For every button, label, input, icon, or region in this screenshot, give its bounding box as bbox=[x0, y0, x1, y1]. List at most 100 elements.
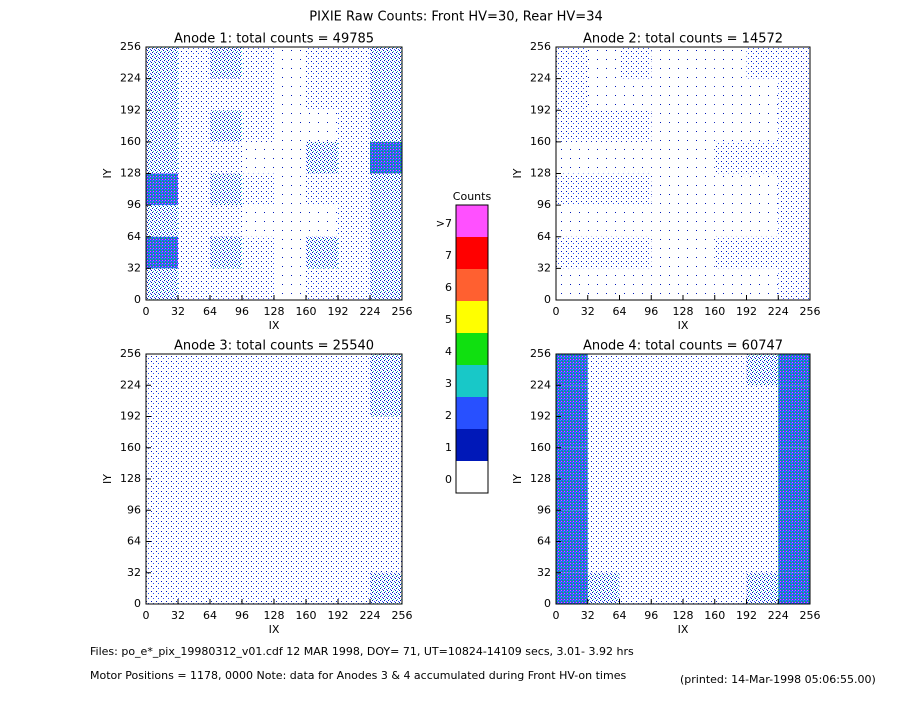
y-axis-label: IY bbox=[101, 168, 114, 178]
heat-cell bbox=[274, 354, 306, 386]
heat-cell bbox=[370, 205, 402, 237]
heat-cell bbox=[242, 268, 274, 300]
heat-cell bbox=[178, 479, 210, 511]
heat-cell bbox=[556, 447, 588, 479]
heat-cell bbox=[683, 110, 715, 142]
heat-cell bbox=[370, 416, 402, 448]
heat-cell bbox=[651, 447, 683, 479]
x-tick-label: 128 bbox=[264, 609, 285, 622]
y-axis-label: IY bbox=[101, 474, 114, 484]
heat-cell bbox=[306, 416, 338, 448]
heat-cell bbox=[370, 447, 402, 479]
y-tick-label: 224 bbox=[530, 72, 551, 85]
y-tick-label: 160 bbox=[120, 135, 141, 148]
heat-cell bbox=[178, 47, 210, 79]
heat-cell bbox=[146, 173, 178, 206]
heat-cell bbox=[146, 110, 178, 142]
heat-cell bbox=[619, 510, 652, 542]
y-tick-label: 224 bbox=[120, 378, 141, 391]
heat-cell bbox=[274, 541, 306, 573]
footer-files: Files: po_e*_pix_19980312_v01.cdf 12 MAR… bbox=[90, 645, 634, 658]
heat-cell bbox=[178, 78, 210, 111]
y-tick-label: 192 bbox=[120, 103, 141, 116]
heat-cell bbox=[619, 541, 652, 573]
heat-cell bbox=[210, 354, 242, 386]
heat-cell bbox=[556, 510, 588, 542]
heat-cell bbox=[338, 173, 370, 206]
heat-cell bbox=[587, 78, 620, 111]
heat-cell bbox=[714, 205, 747, 237]
y-tick-label: 256 bbox=[530, 347, 551, 360]
heat-cell bbox=[242, 110, 274, 142]
heat-cell bbox=[178, 141, 210, 174]
heat-cell bbox=[210, 205, 242, 237]
colorbar-label: >7 bbox=[436, 217, 452, 230]
heat-cell bbox=[556, 479, 588, 511]
heat-cell bbox=[146, 354, 178, 386]
heat-cell bbox=[587, 572, 620, 604]
heat-cell bbox=[587, 47, 620, 79]
x-tick-label: 32 bbox=[171, 305, 185, 318]
y-axis-label: IY bbox=[511, 474, 524, 484]
heat-cell bbox=[274, 141, 306, 174]
heat-cell bbox=[306, 141, 338, 174]
heat-cell bbox=[683, 173, 715, 206]
y-tick-label: 32 bbox=[537, 261, 551, 274]
heat-cell bbox=[556, 268, 588, 300]
x-tick-label: 64 bbox=[203, 609, 217, 622]
heat-cell bbox=[146, 268, 178, 300]
heat-cell bbox=[746, 268, 779, 300]
heat-cell bbox=[178, 354, 210, 386]
heat-cell bbox=[746, 572, 779, 604]
heat-cell bbox=[242, 173, 274, 206]
heat-cell bbox=[556, 110, 588, 142]
heat-cell bbox=[619, 479, 652, 511]
heat-cell bbox=[651, 510, 683, 542]
x-tick-label: 160 bbox=[296, 609, 317, 622]
heat-cell bbox=[651, 385, 683, 417]
x-tick-label: 160 bbox=[704, 609, 725, 622]
heat-cell bbox=[210, 141, 242, 174]
x-tick-label: 256 bbox=[392, 305, 413, 318]
heat-cell bbox=[556, 354, 588, 386]
heat-cell bbox=[178, 385, 210, 417]
heat-cell bbox=[778, 173, 810, 206]
heat-cell bbox=[274, 385, 306, 417]
heat-cell bbox=[778, 572, 810, 604]
heat-cell bbox=[146, 236, 178, 269]
heat-cell bbox=[714, 385, 747, 417]
heat-cell bbox=[587, 447, 620, 479]
y-tick-label: 160 bbox=[530, 441, 551, 454]
heat-cell bbox=[619, 205, 652, 237]
x-tick-label: 32 bbox=[581, 609, 595, 622]
x-tick-label: 192 bbox=[328, 609, 349, 622]
heat-cell bbox=[210, 47, 242, 79]
heat-cell bbox=[370, 385, 402, 417]
heat-cell bbox=[619, 110, 652, 142]
x-tick-label: 256 bbox=[392, 609, 413, 622]
y-axis-label: IY bbox=[511, 168, 524, 178]
heat-cell bbox=[370, 173, 402, 206]
heat-cell bbox=[338, 47, 370, 79]
heat-cell bbox=[242, 236, 274, 269]
heat-cell bbox=[338, 141, 370, 174]
heat-cell bbox=[683, 47, 715, 79]
heat-cell bbox=[178, 110, 210, 142]
heat-cell bbox=[306, 479, 338, 511]
heat-cell bbox=[306, 78, 338, 111]
heat-cell bbox=[306, 110, 338, 142]
heat-cell bbox=[746, 236, 779, 269]
heat-cell bbox=[210, 479, 242, 511]
heat-cell bbox=[778, 354, 810, 386]
heat-cell bbox=[210, 447, 242, 479]
heat-cell bbox=[746, 141, 779, 174]
y-tick-label: 224 bbox=[530, 378, 551, 391]
heat-cell bbox=[146, 141, 178, 174]
x-tick-label: 128 bbox=[673, 305, 694, 318]
heat-cell bbox=[714, 173, 747, 206]
heat-cell bbox=[778, 47, 810, 79]
heat-cell bbox=[274, 510, 306, 542]
heat-cell bbox=[587, 354, 620, 386]
colorbar-label: 1 bbox=[445, 441, 452, 454]
heat-cell bbox=[338, 354, 370, 386]
